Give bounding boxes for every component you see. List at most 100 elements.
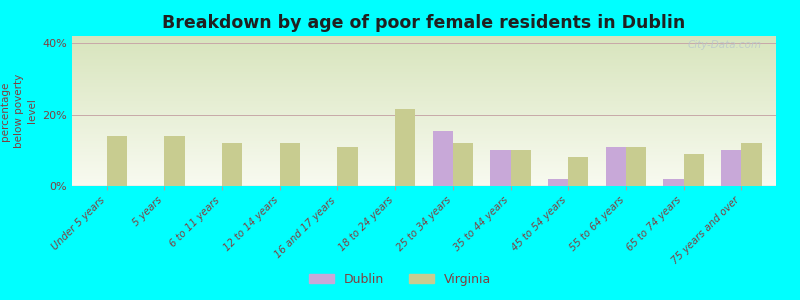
Bar — [72, 129, 776, 130]
Bar — [72, 58, 776, 60]
Bar — [72, 85, 776, 87]
Bar — [72, 138, 776, 140]
Bar — [72, 103, 776, 105]
Bar — [222, 143, 242, 186]
Bar — [72, 174, 776, 176]
Bar — [338, 147, 358, 186]
Bar — [453, 143, 473, 186]
Bar — [72, 38, 776, 39]
Bar — [72, 84, 776, 86]
Bar — [72, 80, 776, 81]
Bar — [72, 152, 776, 153]
Bar — [72, 99, 776, 100]
Text: City-Data.com: City-Data.com — [688, 40, 762, 50]
Bar — [72, 110, 776, 111]
Bar — [72, 160, 776, 162]
Bar — [72, 165, 776, 166]
Bar — [72, 171, 776, 172]
Bar — [433, 130, 453, 186]
Bar — [72, 69, 776, 70]
Bar — [721, 150, 742, 186]
Bar — [72, 75, 776, 76]
Bar — [72, 128, 776, 129]
Bar — [72, 132, 776, 134]
Bar — [72, 51, 776, 52]
Bar — [72, 123, 776, 124]
Bar — [72, 124, 776, 126]
Bar — [72, 120, 776, 122]
Bar — [72, 88, 776, 90]
Bar — [72, 70, 776, 72]
Bar — [742, 143, 762, 186]
Bar — [663, 179, 684, 186]
Bar — [280, 143, 300, 186]
Bar — [72, 96, 776, 98]
Bar — [72, 164, 776, 165]
Bar — [72, 100, 776, 102]
Bar — [72, 92, 776, 93]
Bar — [72, 74, 776, 75]
Bar — [72, 167, 776, 168]
Bar — [72, 134, 776, 135]
Bar — [72, 180, 776, 182]
Bar — [72, 148, 776, 150]
Bar — [72, 178, 776, 180]
Bar — [606, 147, 626, 186]
Bar — [72, 141, 776, 142]
Bar — [72, 108, 776, 110]
Bar — [626, 147, 646, 186]
Bar — [72, 172, 776, 174]
Bar — [72, 162, 776, 164]
Bar — [72, 78, 776, 80]
Bar — [72, 147, 776, 148]
Bar — [72, 106, 776, 108]
Bar — [72, 93, 776, 94]
Bar — [72, 48, 776, 50]
Bar — [164, 136, 185, 186]
Bar — [72, 98, 776, 99]
Bar — [72, 117, 776, 118]
Bar — [72, 126, 776, 128]
Bar — [72, 136, 776, 138]
Title: Breakdown by age of poor female residents in Dublin: Breakdown by age of poor female resident… — [162, 14, 686, 32]
Bar — [72, 158, 776, 159]
Bar — [72, 50, 776, 51]
Bar — [72, 61, 776, 63]
Bar — [684, 154, 704, 186]
Bar — [72, 118, 776, 120]
Bar — [72, 122, 776, 123]
Bar — [72, 90, 776, 92]
Bar — [72, 82, 776, 84]
Bar — [72, 177, 776, 178]
Bar — [72, 60, 776, 61]
Bar — [510, 150, 530, 186]
Bar — [72, 57, 776, 58]
Bar — [72, 81, 776, 82]
Bar — [72, 146, 776, 147]
Bar — [72, 182, 776, 183]
Bar — [72, 76, 776, 78]
Bar — [72, 102, 776, 104]
Bar — [72, 52, 776, 54]
Bar — [72, 66, 776, 68]
Bar — [72, 130, 776, 132]
Bar — [72, 54, 776, 56]
Bar — [72, 169, 776, 171]
Bar — [72, 105, 776, 106]
Bar — [72, 45, 776, 46]
Bar — [72, 111, 776, 112]
Bar — [72, 114, 776, 116]
Bar — [72, 156, 776, 158]
Bar — [72, 144, 776, 146]
Bar — [72, 40, 776, 42]
Bar — [72, 56, 776, 57]
Bar — [72, 112, 776, 114]
Bar — [72, 116, 776, 117]
Bar — [72, 140, 776, 141]
Bar — [106, 136, 127, 186]
Bar — [72, 46, 776, 48]
Bar — [72, 153, 776, 154]
Bar — [72, 176, 776, 177]
Bar — [72, 154, 776, 156]
Legend: Dublin, Virginia: Dublin, Virginia — [304, 268, 496, 291]
